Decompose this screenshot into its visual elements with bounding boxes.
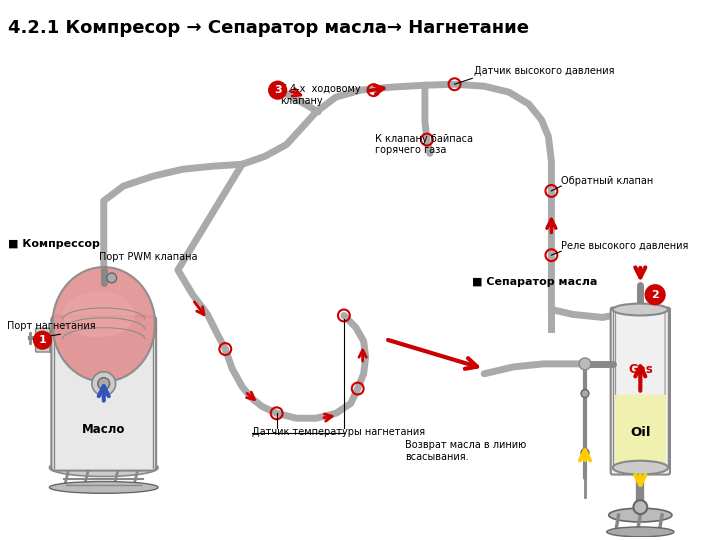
Circle shape [581,389,589,397]
Ellipse shape [608,508,672,522]
Text: Обратный клапан: Обратный клапан [562,176,654,186]
Text: Порт нагнетания: Порт нагнетания [7,321,96,331]
FancyBboxPatch shape [51,316,156,470]
FancyBboxPatch shape [615,395,666,470]
Circle shape [107,273,117,283]
Ellipse shape [613,461,668,475]
Text: К 4-х  ходовому
клапану: К 4-х ходовому клапану [279,84,360,106]
Circle shape [98,377,109,389]
Text: Масло: Масло [82,423,125,436]
Text: К клапану байпаса
горячего газа: К клапану байпаса горячего газа [376,134,474,156]
Ellipse shape [607,527,674,537]
FancyBboxPatch shape [611,308,670,475]
Circle shape [269,81,287,99]
Text: 2: 2 [652,289,659,300]
Circle shape [645,285,665,305]
Text: Реле высокого давления: Реле высокого давления [562,240,688,250]
Text: Порт PWM клапана: Порт PWM клапана [99,252,197,262]
Ellipse shape [50,459,158,476]
Circle shape [581,449,589,457]
Text: Gas: Gas [628,363,653,376]
Ellipse shape [53,267,155,382]
Ellipse shape [50,482,158,494]
Text: Возврат масла в линию
всасывания.: Возврат масла в линию всасывания. [405,440,526,462]
Ellipse shape [579,358,591,370]
FancyBboxPatch shape [35,328,51,352]
Text: 3: 3 [274,85,282,95]
Circle shape [34,331,51,349]
Text: 1: 1 [39,335,46,345]
Ellipse shape [613,303,668,315]
Ellipse shape [63,292,135,338]
Text: Датчик высокого давления: Датчик высокого давления [474,66,615,76]
Text: 4.2.1 Компресор → Сепаратор масла→ Нагнетание: 4.2.1 Компресор → Сепаратор масла→ Нагне… [8,19,529,37]
Text: ■ Сепаратор масла: ■ Сепаратор масла [472,277,598,287]
Text: Oil: Oil [630,426,651,439]
Text: Датчик температуры нагнетания: Датчик температуры нагнетания [252,427,425,437]
Circle shape [92,372,116,395]
Circle shape [634,500,647,514]
Text: ■ Компрессор: ■ Компрессор [8,239,100,249]
